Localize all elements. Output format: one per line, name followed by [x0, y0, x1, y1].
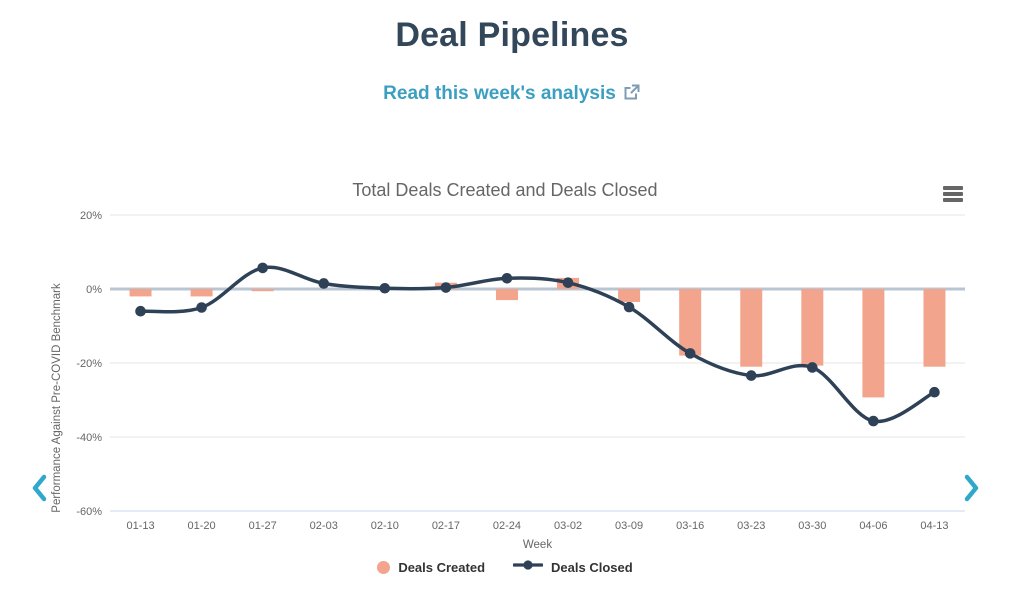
- x-tick-label: 02-24: [493, 520, 521, 532]
- deals-closed-point: [318, 278, 330, 289]
- deals-closed-marker-icon: [512, 558, 544, 576]
- y-tick-label: -60%: [76, 506, 102, 518]
- deals-created-bar: [862, 289, 885, 398]
- y-tick-label: 20%: [80, 210, 102, 222]
- x-tick-label: 04-13: [920, 520, 948, 532]
- legend-item-deals-closed[interactable]: Deals Closed: [512, 558, 633, 576]
- x-tick-label: 02-03: [310, 520, 338, 532]
- chevron-left-icon: [30, 474, 50, 506]
- x-tick-label: 03-02: [554, 520, 582, 532]
- deals-chart-plot: 20% 0% -20% -40% -60% 01-13 01-20 01-27 02-03 02-…: [51, 210, 965, 551]
- deals-closed-point: [929, 386, 940, 398]
- y-tick-label: -40%: [76, 432, 102, 444]
- page-title: Deal Pipelines: [395, 16, 629, 54]
- x-tick-label: 01-27: [249, 520, 277, 532]
- x-tick-label: 03-23: [737, 520, 765, 532]
- deals-closed-point: [807, 362, 818, 373]
- chevron-right-icon: [961, 474, 981, 506]
- chart-legend: Deals Created Deals Closed: [30, 558, 980, 576]
- carousel-prev-button[interactable]: [30, 473, 50, 503]
- external-link-icon: [623, 83, 641, 107]
- x-tick-label: 03-30: [798, 520, 826, 532]
- x-tick-label: 01-20: [188, 520, 216, 532]
- deals-closed-point: [684, 348, 696, 359]
- deals-closed-point: [196, 302, 207, 313]
- deals-closed-point: [501, 272, 513, 284]
- deals-created-bar: [740, 289, 763, 367]
- deals-closed-point: [257, 262, 268, 274]
- chart-title: Total Deals Created and Deals Closed: [352, 180, 658, 200]
- y-axis-title: Performance Against Pre-COVID Benchmark: [51, 283, 63, 513]
- deals-closed-point: [623, 301, 635, 313]
- deals-created-bar: [801, 289, 824, 366]
- x-tick-label: 02-10: [371, 520, 399, 532]
- legend-item-deals-created[interactable]: Deals Created: [377, 560, 485, 575]
- weekly-analysis-link-label: Read this week's analysis: [383, 83, 616, 104]
- deals-created-bar: [923, 289, 946, 367]
- carousel-next-button[interactable]: [961, 473, 981, 503]
- deals-created-bar: [129, 289, 152, 297]
- x-tick-label: 02-17: [432, 520, 460, 532]
- deals-created-bar: [251, 289, 274, 292]
- deals-closed-point: [745, 370, 757, 381]
- x-tick-label: 01-13: [126, 520, 154, 532]
- hamburger-icon: [943, 198, 963, 202]
- hamburger-icon: [943, 186, 963, 190]
- x-tick-label: 03-16: [676, 520, 704, 532]
- deals-closed-point: [440, 282, 452, 293]
- hamburger-icon: [943, 192, 963, 196]
- deals-created-bar: [618, 289, 641, 302]
- legend-label: Deals Closed: [551, 559, 633, 575]
- legend-label: Deals Created: [398, 559, 486, 575]
- deals-created-bar: [679, 289, 702, 356]
- deals-closed-point: [135, 305, 146, 317]
- y-tick-label: 0%: [86, 284, 102, 296]
- chart-menu-button[interactable]: [941, 184, 965, 203]
- y-tick-label: -20%: [76, 358, 102, 370]
- deals-created-marker-icon: [377, 560, 391, 574]
- deals-created-bar: [495, 289, 518, 301]
- chart-card: Total Deals Created and Deals Closed 20%…: [30, 172, 980, 587]
- deals-closed-point: [562, 277, 574, 289]
- deals-closed-point: [868, 415, 879, 427]
- deals-created-bar: [190, 289, 213, 297]
- x-tick-label: 04-06: [859, 520, 887, 532]
- deals-closed-point: [379, 282, 391, 294]
- x-axis-title: Week: [523, 539, 552, 551]
- x-tick-label: 03-09: [615, 520, 643, 532]
- weekly-analysis-link[interactable]: Read this week's analysis: [0, 83, 1024, 107]
